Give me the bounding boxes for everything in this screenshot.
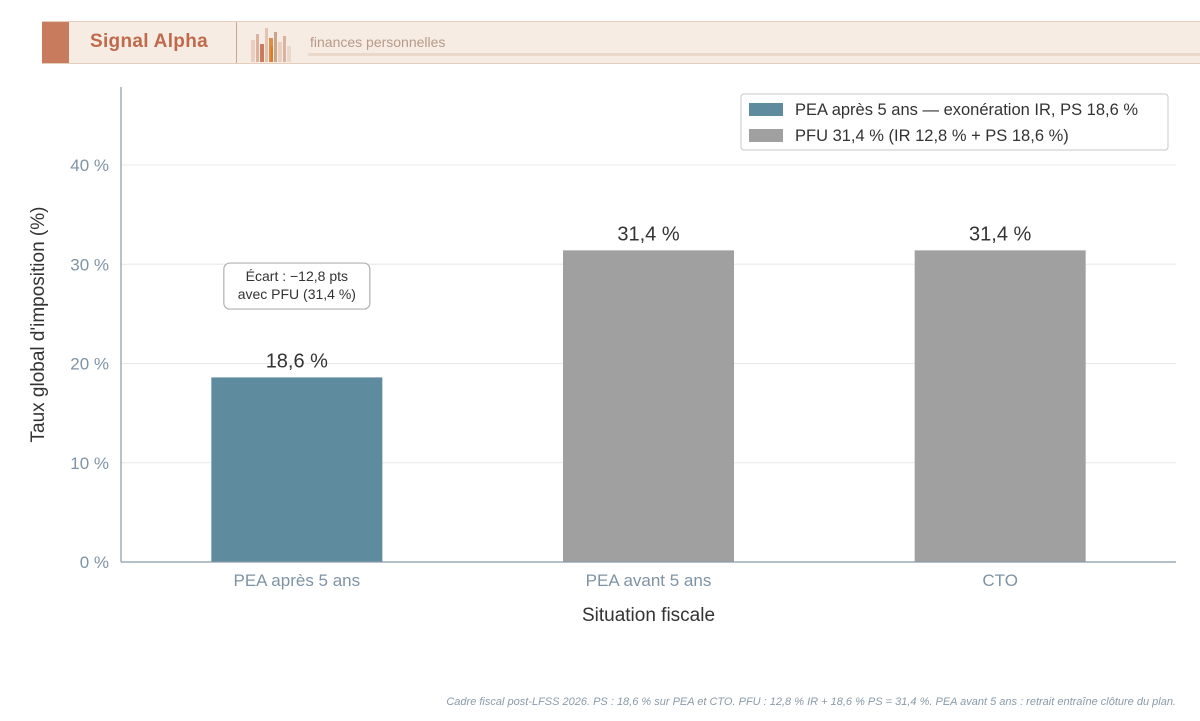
annotation-box xyxy=(223,262,371,310)
x-tick-label: PEA après 5 ans xyxy=(234,571,361,590)
bar-2 xyxy=(563,250,734,563)
y-axis-title: Taux global d'imposition (%) xyxy=(28,207,49,443)
brand-divider xyxy=(236,22,237,63)
brand-rule xyxy=(308,53,1200,56)
x-tick-label: CTO xyxy=(982,571,1018,590)
bars xyxy=(211,250,1086,563)
legend-entry-pfu: PFU 31,4 % (IR 12,8 % + PS 18,6 %) xyxy=(795,127,1069,145)
annotation-line-2: avec PFU (31,4 %) xyxy=(238,286,356,302)
brand-swatch xyxy=(42,22,69,63)
y-tick-label: 0 % xyxy=(80,553,109,572)
x-axis-title: Situation fiscale xyxy=(582,605,715,626)
value-labels: 18,6 % 31,4 % 31,4 % xyxy=(266,223,1032,372)
y-tick-label: 10 % xyxy=(70,454,109,473)
gap-annotation: Écart : −12,8 pts avec PFU (31,4 %) xyxy=(223,262,371,310)
bar-3 xyxy=(914,250,1086,563)
annotation-line-1: Écart : −12,8 pts xyxy=(246,268,348,284)
value-label: 18,6 % xyxy=(266,350,328,372)
legend: PEA après 5 ans — exonération IR, PS 18,… xyxy=(740,93,1169,151)
legend-box xyxy=(740,93,1169,151)
x-tick-label: PEA avant 5 ans xyxy=(586,571,712,590)
y-tick-labels: 0 % 10 % 20 % 30 % 40 % xyxy=(70,156,109,572)
bar-1 xyxy=(211,377,383,562)
legend-swatch-pfu xyxy=(749,129,783,142)
brand-tagline: finances personnelles xyxy=(310,34,446,50)
value-label: 31,4 % xyxy=(969,223,1031,245)
y-tick-label: 30 % xyxy=(70,255,109,274)
y-tick-label: 40 % xyxy=(70,156,109,175)
legend-entry-pea-after: PEA après 5 ans — exonération IR, PS 18,… xyxy=(795,101,1138,119)
x-tick-labels: PEA après 5 ans PEA avant 5 ans CTO xyxy=(234,571,1018,590)
y-tick-label: 20 % xyxy=(70,355,109,374)
value-label: 31,4 % xyxy=(617,223,679,245)
legend-swatch-pea-after xyxy=(749,103,783,116)
brand-name: Signal Alpha xyxy=(90,31,208,52)
brand-header: Signal Alpha finances personnelles xyxy=(42,21,1200,64)
bar-chart-logo-icon xyxy=(251,28,291,62)
tax-rate-bar-chart: 0 %10 %20 %30 %40 % PEA après 5 ans PEA a… xyxy=(28,87,1176,626)
footnote: Cadre fiscal post-LFSS 2026. PS : 18,6 %… xyxy=(446,696,1176,708)
